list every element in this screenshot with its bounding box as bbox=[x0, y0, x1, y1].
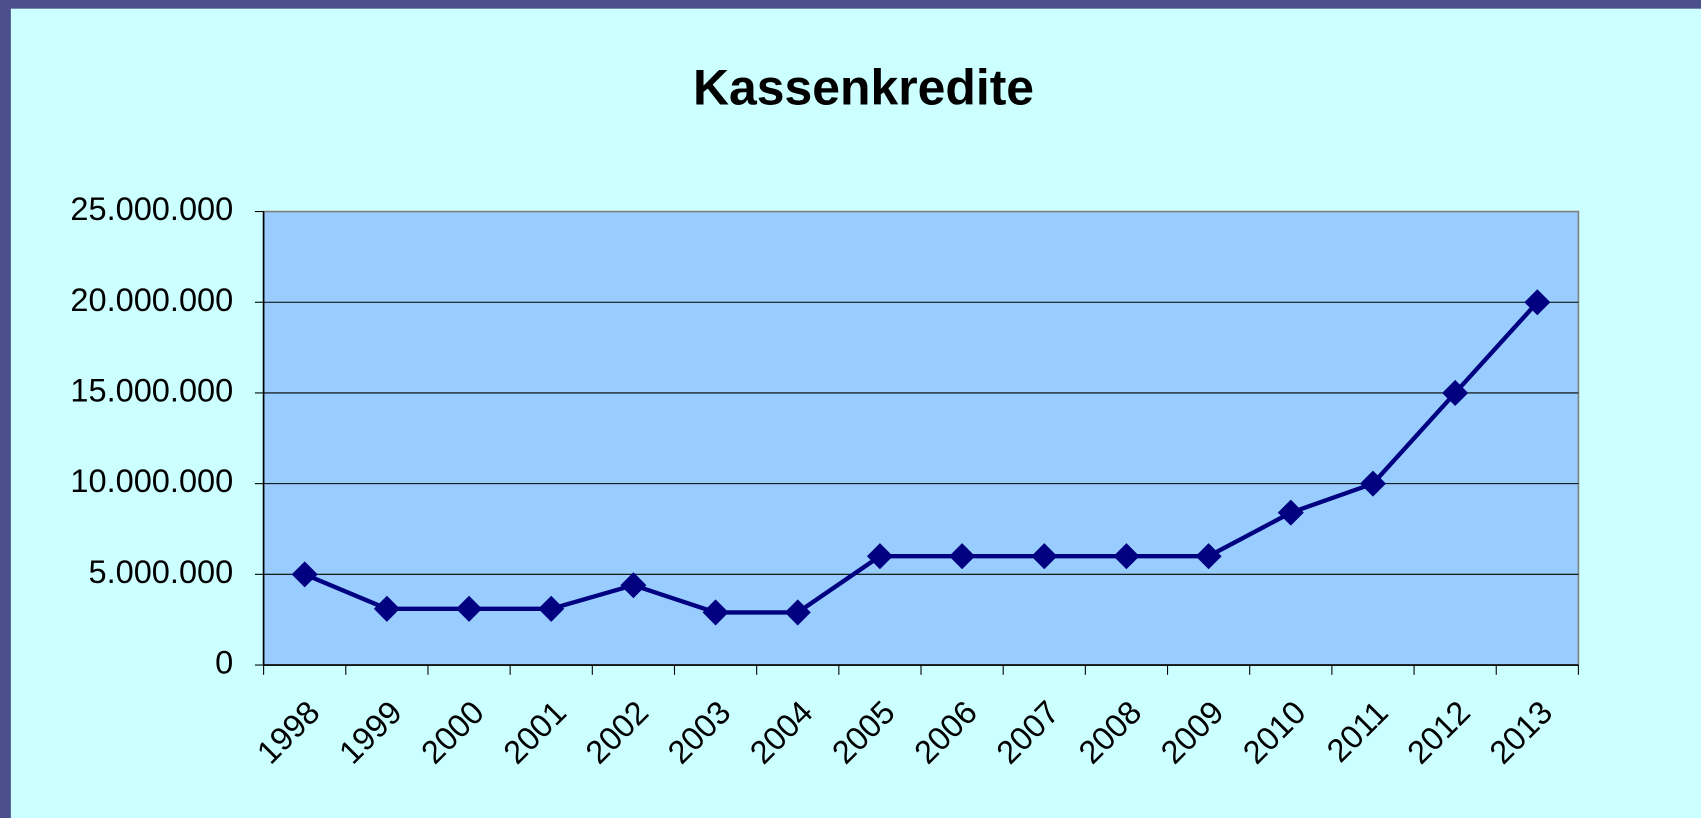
y-tick-label: 5.000.000 bbox=[89, 554, 234, 590]
y-tick-label: 25.000.000 bbox=[70, 191, 233, 227]
y-tick-label: 15.000.000 bbox=[70, 373, 233, 409]
data-point bbox=[1277, 499, 1304, 526]
data-point bbox=[702, 599, 729, 626]
plot-area bbox=[262, 210, 1580, 666]
data-point bbox=[456, 595, 483, 622]
y-tick-label: 0 bbox=[215, 645, 233, 681]
series-line bbox=[303, 300, 1539, 615]
chart-title: Kassenkredite bbox=[693, 59, 1034, 115]
y-tick-label: 20.000.000 bbox=[70, 282, 233, 318]
y-tick-label: 10.000.000 bbox=[70, 463, 233, 499]
data-point bbox=[1524, 289, 1551, 316]
data-point bbox=[373, 595, 400, 622]
data-point bbox=[866, 543, 893, 570]
data-point bbox=[1031, 543, 1058, 570]
